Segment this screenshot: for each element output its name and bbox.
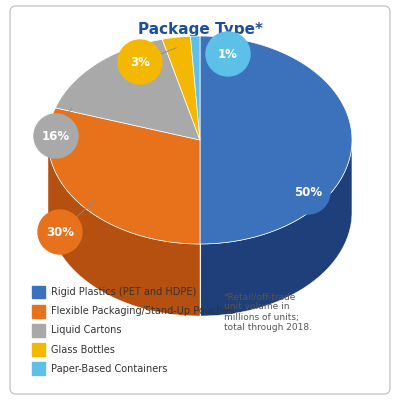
Text: 1%: 1% [218,48,238,60]
Text: *Retail/off-trade
unit volume in
millions of units;
total through 2018.: *Retail/off-trade unit volume in million… [224,292,312,332]
Polygon shape [200,36,352,244]
Text: Liquid Cartons: Liquid Cartons [51,326,121,335]
Text: 50%: 50% [294,186,322,198]
Text: 3%: 3% [130,56,150,68]
Text: Rigid Plastics (PET and HDPE): Rigid Plastics (PET and HDPE) [51,287,196,297]
Text: Paper-Based Containers: Paper-Based Containers [51,364,167,374]
Text: Package Type*: Package Type* [138,22,262,37]
Circle shape [118,40,162,84]
Text: 16%: 16% [42,130,70,142]
Bar [32,305,45,318]
Circle shape [206,32,250,76]
Polygon shape [56,39,200,140]
Bar [32,286,45,298]
Text: 30%: 30% [46,226,74,238]
Polygon shape [162,36,200,140]
Polygon shape [200,143,352,316]
Bar [32,343,45,356]
Circle shape [34,114,78,158]
Bar [32,324,45,337]
Polygon shape [48,108,200,244]
FancyBboxPatch shape [10,6,390,394]
Circle shape [38,210,82,254]
Text: Glass Bottles: Glass Bottles [51,344,115,354]
Polygon shape [190,36,200,140]
Text: Flexible Packaging/Stand-Up Pouches: Flexible Packaging/Stand-Up Pouches [51,306,234,316]
Polygon shape [48,140,200,316]
Circle shape [286,170,330,214]
Bar [32,362,45,375]
